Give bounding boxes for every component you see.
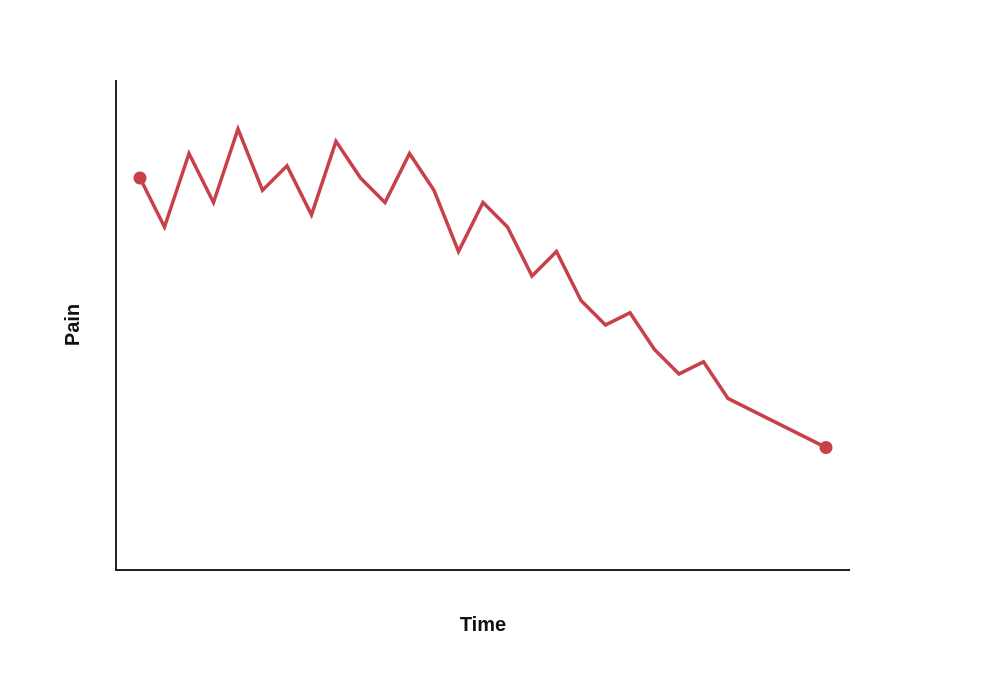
series-line-1 <box>138 123 827 450</box>
x-axis-title: Time <box>460 614 506 636</box>
plot-area <box>133 123 833 454</box>
start-point-marker <box>133 171 147 185</box>
y-axis-title: Pain <box>62 304 84 346</box>
end-point-marker <box>819 441 833 454</box>
